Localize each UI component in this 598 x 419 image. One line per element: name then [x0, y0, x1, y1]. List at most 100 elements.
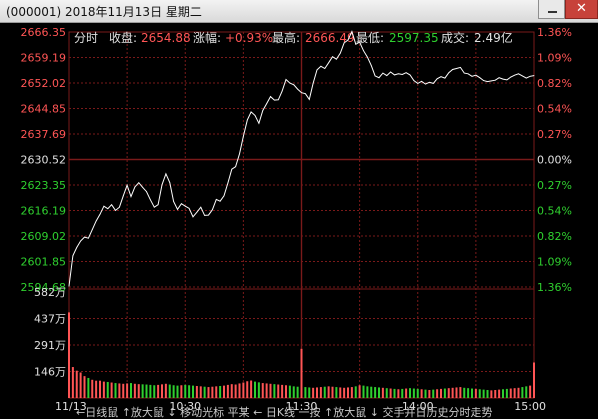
- price-point: [401, 74, 403, 75]
- axis-labels: 2666.35 2659.19 2652.02 2644.85 2637.69 2630.…: [21, 26, 572, 413]
- price-point: [277, 99, 279, 101]
- price-point: [227, 182, 229, 184]
- price-point: [359, 41, 361, 43]
- close-label: 收盘:: [109, 30, 137, 45]
- price-point: [394, 74, 395, 76]
- price-point: [266, 103, 268, 105]
- price-point: [339, 52, 341, 54]
- price-point: [293, 84, 295, 86]
- price-point: [204, 215, 206, 216]
- price-point: [428, 81, 430, 83]
- price-point: [378, 77, 380, 79]
- price-point: [347, 39, 349, 41]
- y-tick-right: 1.36%: [537, 281, 572, 294]
- price-point: [374, 75, 376, 77]
- price-point: [169, 182, 171, 184]
- close-icon: ✕: [576, 1, 587, 16]
- price-point: [211, 209, 213, 211]
- price-point: [192, 216, 194, 218]
- price-point: [529, 75, 531, 77]
- close-button[interactable]: ✕: [565, 0, 598, 19]
- price-point: [130, 196, 132, 197]
- y-tick-right: 1.36%: [537, 26, 572, 39]
- price-point: [490, 80, 492, 82]
- close-value: 2654.88: [141, 31, 191, 45]
- price-point: [459, 67, 461, 68]
- price-point: [332, 56, 333, 58]
- price-point: [444, 77, 446, 79]
- price-point: [343, 42, 345, 44]
- price-point: [390, 71, 392, 73]
- price-point: [363, 50, 364, 52]
- price-point: [304, 93, 306, 95]
- price-point: [417, 83, 419, 84]
- price-point: [355, 43, 357, 45]
- price-point: [521, 75, 523, 77]
- price-point: [510, 76, 512, 78]
- price-point: [111, 204, 113, 206]
- minimize-button[interactable]: [538, 0, 565, 19]
- price-point: [425, 83, 426, 85]
- x-tick: 10:30: [169, 400, 201, 413]
- y-tick-left: 2637.69: [21, 128, 67, 141]
- y-tick-right: 0.27%: [537, 128, 572, 141]
- price-point: [471, 75, 473, 77]
- volume-tick: 146万: [34, 365, 66, 378]
- price-point: [487, 81, 488, 83]
- y-tick-left: 2623.35: [21, 179, 67, 192]
- price-point: [518, 73, 519, 75]
- price-point: [231, 168, 233, 170]
- low-label: 最低:: [356, 31, 384, 45]
- price-point: [72, 255, 74, 257]
- y-tick-right: 1.09%: [537, 256, 572, 269]
- price-point: [177, 208, 178, 210]
- price-point: [157, 204, 159, 206]
- price-point: [200, 206, 202, 208]
- low-value: 2597.35: [389, 31, 439, 45]
- intraday-chart[interactable]: 分时 收盘: 2654.88 涨幅: +0.93% 最高: 2666.49 最低…: [0, 22, 598, 419]
- turnover-value: 2.49亿: [474, 30, 513, 45]
- price-point: [196, 211, 198, 213]
- price-point: [448, 72, 450, 74]
- price-point: [502, 78, 504, 80]
- y-tick-left: 2616.19: [21, 205, 67, 218]
- price-point: [87, 237, 89, 239]
- price-point: [452, 69, 454, 70]
- price-point: [184, 205, 186, 207]
- price-point: [254, 115, 256, 116]
- price-point: [506, 79, 508, 81]
- y-tick-left: 2666.35: [21, 26, 67, 39]
- turnover-label: 成交:: [441, 30, 469, 45]
- price-point: [107, 208, 109, 210]
- price-point: [533, 75, 535, 76]
- price-point: [324, 68, 326, 69]
- price-point: [118, 206, 120, 208]
- y-tick-right: 0.00%: [537, 154, 572, 167]
- price-point: [335, 58, 337, 60]
- price-point: [80, 240, 82, 242]
- price-point: [99, 213, 101, 215]
- price-point: [84, 236, 85, 238]
- price-point: [382, 72, 384, 74]
- price-point: [115, 210, 116, 211]
- y-tick-right: 0.54%: [537, 205, 572, 218]
- price-point: [149, 199, 151, 201]
- price-point: [165, 173, 167, 175]
- price-point: [161, 184, 163, 186]
- y-tick-left: 2652.02: [21, 77, 67, 90]
- volume-tick: 582万: [34, 286, 66, 299]
- minimize-icon: [548, 11, 557, 13]
- price-point: [289, 82, 291, 84]
- x-tick: 11/13: [55, 400, 87, 413]
- y-tick-left: 2659.19: [21, 52, 67, 65]
- price-point: [456, 68, 457, 69]
- price-point: [281, 90, 283, 92]
- price-point: [68, 285, 70, 287]
- volume-bars: [68, 312, 535, 398]
- window-title: (000001) 2018年11月13日 星期二: [6, 5, 202, 19]
- y-tick-right: 0.27%: [537, 179, 572, 192]
- price-point: [126, 184, 128, 186]
- price-point: [297, 88, 299, 90]
- y-tick-right: 1.09%: [537, 52, 572, 65]
- price-point: [146, 191, 147, 192]
